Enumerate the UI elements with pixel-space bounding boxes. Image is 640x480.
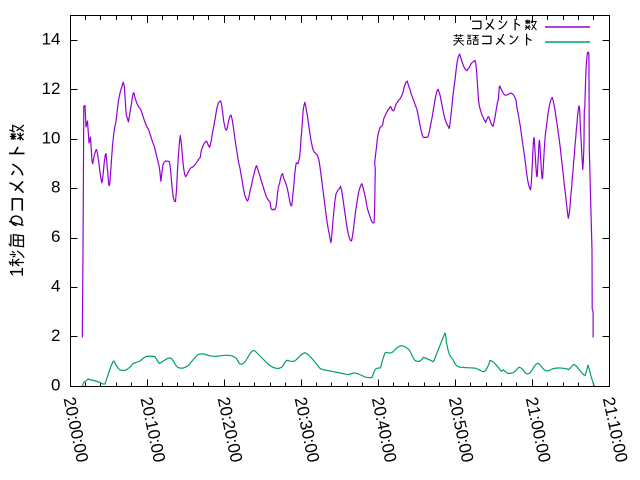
- svg-text:14: 14: [42, 30, 61, 49]
- svg-text:10: 10: [42, 128, 61, 147]
- svg-text:0: 0: [51, 375, 60, 394]
- svg-text:2: 2: [51, 326, 60, 345]
- svg-text:8: 8: [51, 178, 60, 197]
- svg-text:4: 4: [51, 277, 60, 296]
- svg-text:1: 1: [7, 267, 27, 277]
- svg-text:6: 6: [51, 227, 60, 246]
- svg-text:12: 12: [42, 79, 61, 98]
